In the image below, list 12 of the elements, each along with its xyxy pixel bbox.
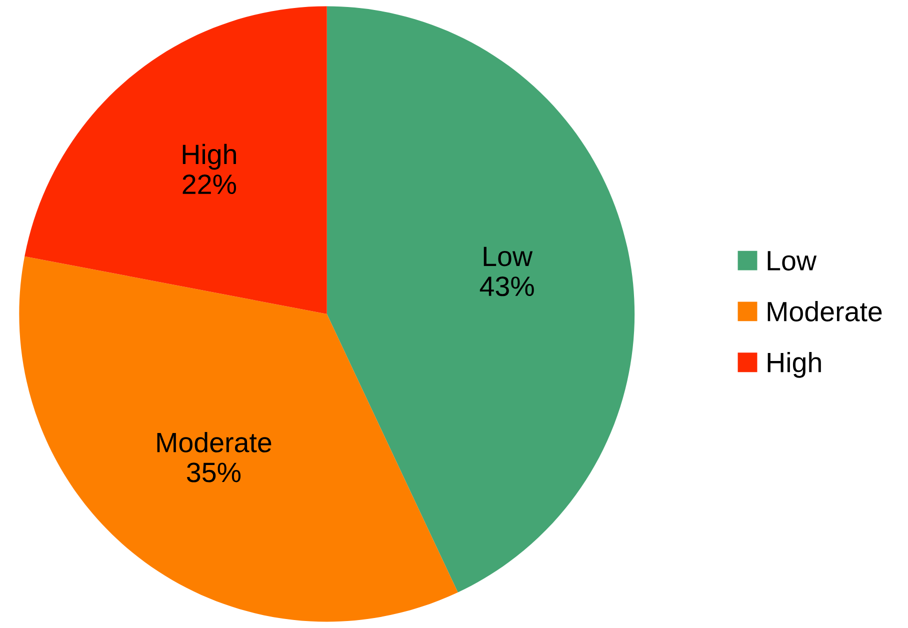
legend-label: Low: [768, 251, 817, 271]
data-label: 35%: [186, 462, 241, 482]
pie-slice: [24, 6, 327, 314]
pie-slice: [326, 6, 635, 592]
data-label: 22%: [182, 174, 236, 194]
slice-label: Moderate: [157, 432, 272, 452]
pie-slice: [19, 256, 458, 622]
data-label: 43%: [480, 276, 534, 296]
legend-label: High: [768, 352, 821, 378]
slice-label: Low: [484, 246, 533, 266]
legend-label: Moderate: [768, 301, 882, 322]
slice-label: High: [182, 144, 236, 170]
